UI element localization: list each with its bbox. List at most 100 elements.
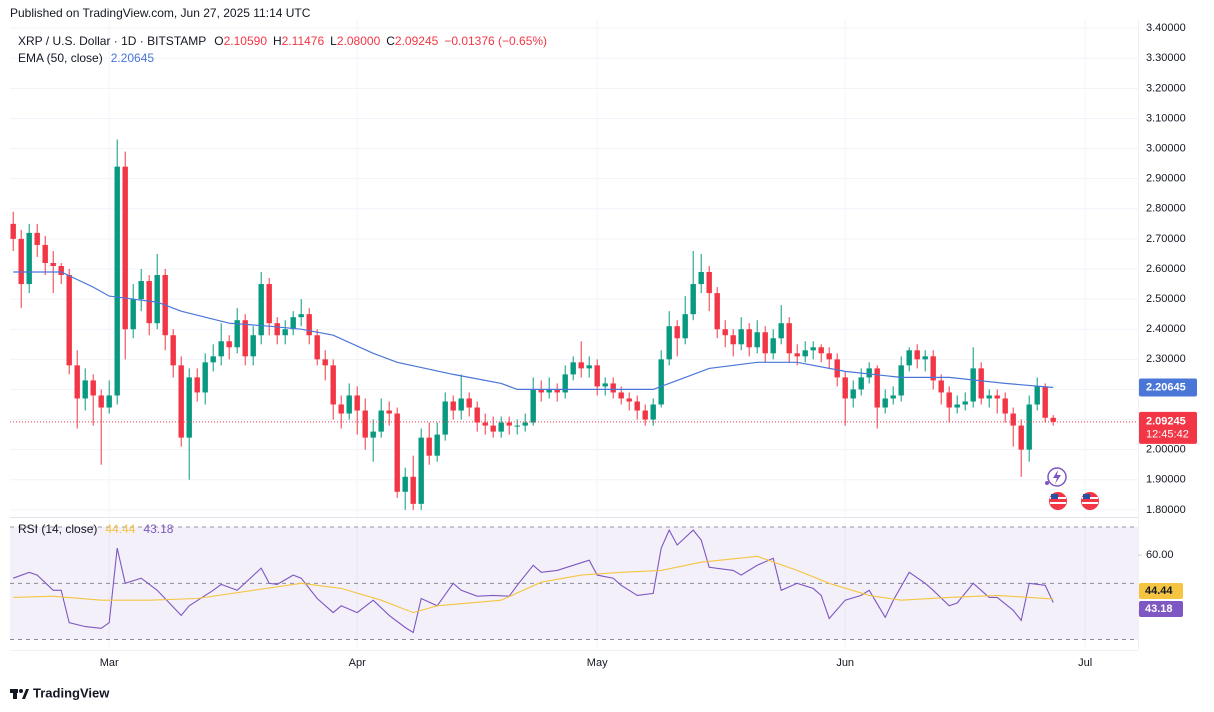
candle-body bbox=[178, 365, 184, 438]
y-tick-label: 3.30000 bbox=[1146, 52, 1186, 64]
event-icons bbox=[1045, 467, 1099, 510]
candle-body bbox=[794, 353, 800, 357]
candle-body bbox=[730, 335, 736, 345]
candle-body bbox=[474, 407, 480, 423]
y-tick-label: 60.00 bbox=[1146, 549, 1174, 561]
flag-icon bbox=[1082, 502, 1098, 504]
candle-body bbox=[1042, 386, 1048, 418]
x-tick-label: Mar bbox=[100, 657, 119, 669]
candle-body bbox=[898, 365, 904, 396]
candle-body bbox=[74, 365, 80, 399]
candle-body bbox=[442, 401, 448, 435]
candle-body bbox=[330, 365, 336, 405]
legend-value: 2.09245 bbox=[395, 34, 439, 48]
candle-body bbox=[346, 395, 352, 414]
rsi-badge bbox=[1139, 582, 1183, 599]
candle-body bbox=[642, 410, 648, 420]
rsi-badge-label: 43.18 bbox=[1145, 603, 1173, 615]
candle-body bbox=[234, 320, 240, 348]
y-tick-label: 2.80000 bbox=[1146, 203, 1186, 215]
ema-badge bbox=[1139, 378, 1197, 397]
flag-icon bbox=[1050, 502, 1066, 504]
y-tick-label: 1.90000 bbox=[1146, 474, 1186, 486]
candle-body bbox=[482, 422, 488, 426]
candle-body bbox=[298, 314, 304, 318]
candle-body bbox=[890, 395, 896, 399]
candle-body bbox=[418, 437, 424, 504]
candle-body bbox=[154, 275, 160, 324]
candle-body bbox=[706, 272, 712, 294]
candle-body bbox=[522, 422, 528, 426]
candle-body bbox=[1002, 398, 1008, 414]
candle-body bbox=[378, 410, 384, 432]
candle-body bbox=[626, 398, 632, 402]
candle-body bbox=[410, 476, 416, 504]
candle-body bbox=[986, 395, 992, 399]
candle-body bbox=[498, 422, 504, 432]
rsi-line bbox=[13, 555, 1054, 614]
candle-body bbox=[650, 404, 656, 420]
legend-key: O bbox=[214, 34, 223, 48]
candle-body bbox=[594, 365, 600, 387]
candle-body bbox=[946, 392, 952, 408]
y-tick-label: 3.20000 bbox=[1146, 82, 1186, 94]
candle-body bbox=[210, 356, 216, 363]
legend-value: 2.08000 bbox=[337, 34, 381, 48]
candle-body bbox=[226, 341, 232, 348]
countdown: 12:45:42 bbox=[1146, 429, 1189, 441]
candle-body bbox=[18, 238, 24, 285]
candle-body bbox=[138, 281, 144, 300]
candle-body bbox=[354, 395, 360, 411]
candle-body bbox=[562, 374, 568, 393]
candle-body bbox=[554, 389, 560, 393]
candle-body bbox=[570, 362, 576, 375]
footer: TradingView bbox=[33, 685, 110, 700]
candle-body bbox=[858, 377, 864, 390]
candle-body bbox=[98, 395, 104, 408]
candle-body bbox=[386, 410, 392, 414]
candle-body bbox=[82, 380, 88, 399]
candle-body bbox=[58, 265, 64, 276]
candle-body bbox=[834, 359, 840, 378]
candle-body bbox=[578, 362, 584, 369]
candle-body bbox=[970, 368, 976, 402]
candle-body bbox=[930, 356, 936, 381]
candle-body bbox=[906, 350, 912, 366]
candle-body bbox=[634, 401, 640, 411]
candle-body bbox=[826, 353, 832, 360]
ema-legend: EMA (50, close) 2.20645 bbox=[18, 51, 154, 65]
candle-body bbox=[314, 335, 320, 360]
candle-body bbox=[714, 293, 720, 330]
candle-body bbox=[450, 401, 456, 411]
candle-body bbox=[994, 395, 1000, 399]
event-icon bbox=[1045, 481, 1049, 485]
rsi-badge-label: 44.44 bbox=[1145, 585, 1173, 597]
y-tick-label: 2.70000 bbox=[1146, 233, 1186, 245]
candle-body bbox=[954, 404, 960, 408]
legend-key: H bbox=[273, 34, 282, 48]
y-tick-label: 2.30000 bbox=[1146, 353, 1186, 365]
rsi-legend-value: 44.44 bbox=[105, 522, 135, 536]
candle-body bbox=[738, 329, 744, 345]
rsi-legend-value: 43.18 bbox=[143, 522, 173, 536]
candle-body bbox=[282, 329, 288, 336]
candle-body bbox=[866, 368, 872, 378]
candle-body bbox=[130, 299, 136, 330]
candle-body bbox=[274, 323, 280, 336]
candle-body bbox=[242, 320, 248, 357]
candle-body bbox=[146, 281, 152, 324]
legend-value: 2.11476 bbox=[282, 34, 325, 48]
candle-body bbox=[202, 362, 208, 393]
candle-body bbox=[546, 389, 552, 393]
candle-body bbox=[362, 410, 368, 438]
candle-body bbox=[762, 332, 768, 354]
header: Published on TradingView.com, Jun 27, 20… bbox=[10, 6, 311, 20]
candle-body bbox=[810, 347, 816, 351]
rsi-legend-name: RSI (14, close) bbox=[18, 522, 97, 536]
y-tick-label: 3.40000 bbox=[1146, 22, 1186, 34]
candle-body bbox=[42, 244, 48, 263]
candle-body bbox=[586, 365, 592, 369]
candle-body bbox=[258, 284, 264, 336]
candle-body bbox=[1010, 413, 1016, 426]
